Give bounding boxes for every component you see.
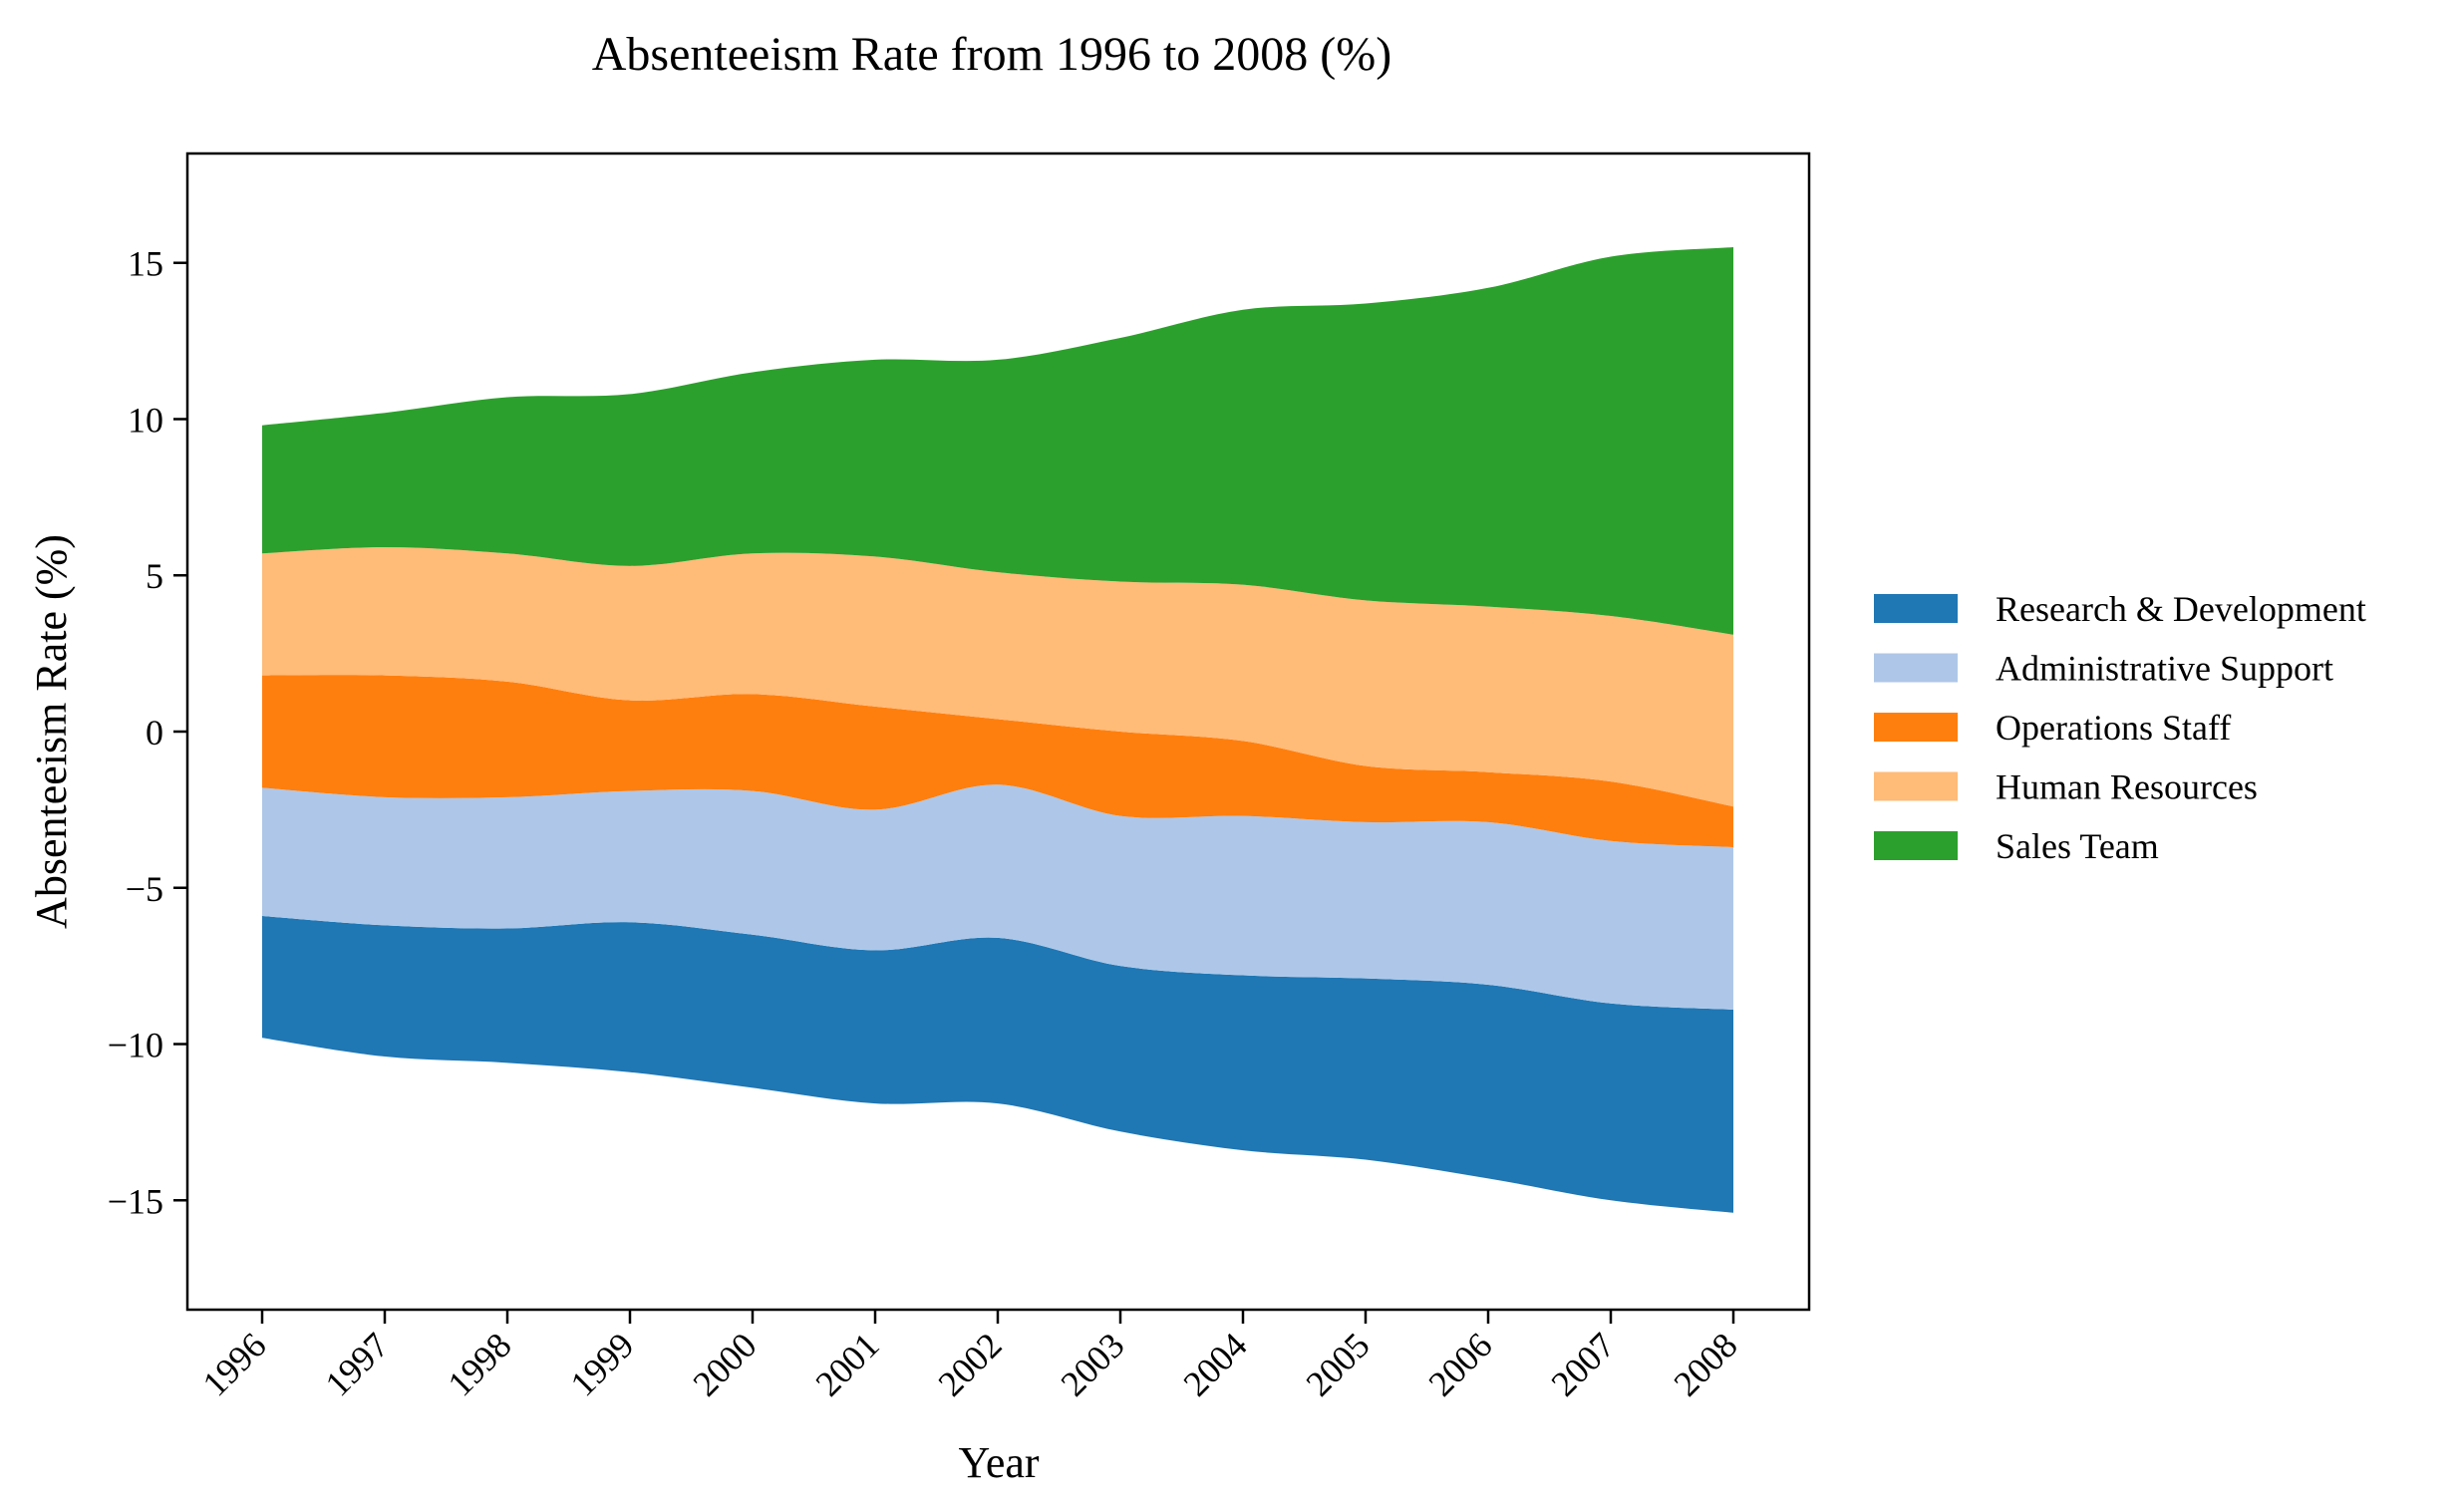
y-tick-label: −10 — [108, 1026, 163, 1065]
y-tick-label: −15 — [108, 1181, 163, 1221]
legend-swatch — [1874, 653, 1958, 683]
x-axis-label: Year — [958, 1438, 1039, 1487]
chart-title: Absenteeism Rate from 1996 to 2008 (%) — [592, 28, 1392, 81]
legend-swatch — [1874, 594, 1958, 623]
y-tick-label: −5 — [126, 869, 163, 909]
area-research-development — [262, 915, 1733, 1213]
y-tick-label: 10 — [128, 400, 163, 440]
legend-swatch — [1874, 713, 1958, 742]
legend: Research & Development Administrative Sup… — [1874, 589, 2366, 866]
legend-swatch — [1874, 771, 1958, 801]
legend-label: Research & Development — [1996, 589, 2366, 629]
area-human-resources — [262, 547, 1733, 807]
y-tick-label: 15 — [128, 244, 163, 284]
y-tick-label: 5 — [146, 556, 163, 596]
area-sales-team — [262, 247, 1733, 635]
legend-swatch — [1874, 831, 1958, 860]
area-administrative-support — [262, 784, 1733, 1011]
legend-label: Human Resources — [1996, 767, 2258, 807]
y-tick-label: 0 — [146, 713, 163, 753]
legend-label: Administrative Support — [1996, 649, 2333, 689]
y-axis: −15 −10 −5 0 5 10 15 — [108, 244, 187, 1221]
y-axis-label: Absenteeism Rate (%) — [27, 534, 76, 929]
area-operations-staff — [262, 675, 1733, 847]
stream-areas — [262, 247, 1733, 1213]
legend-label: Sales Team — [1996, 826, 2159, 866]
legend-label: Operations Staff — [1996, 708, 2231, 748]
